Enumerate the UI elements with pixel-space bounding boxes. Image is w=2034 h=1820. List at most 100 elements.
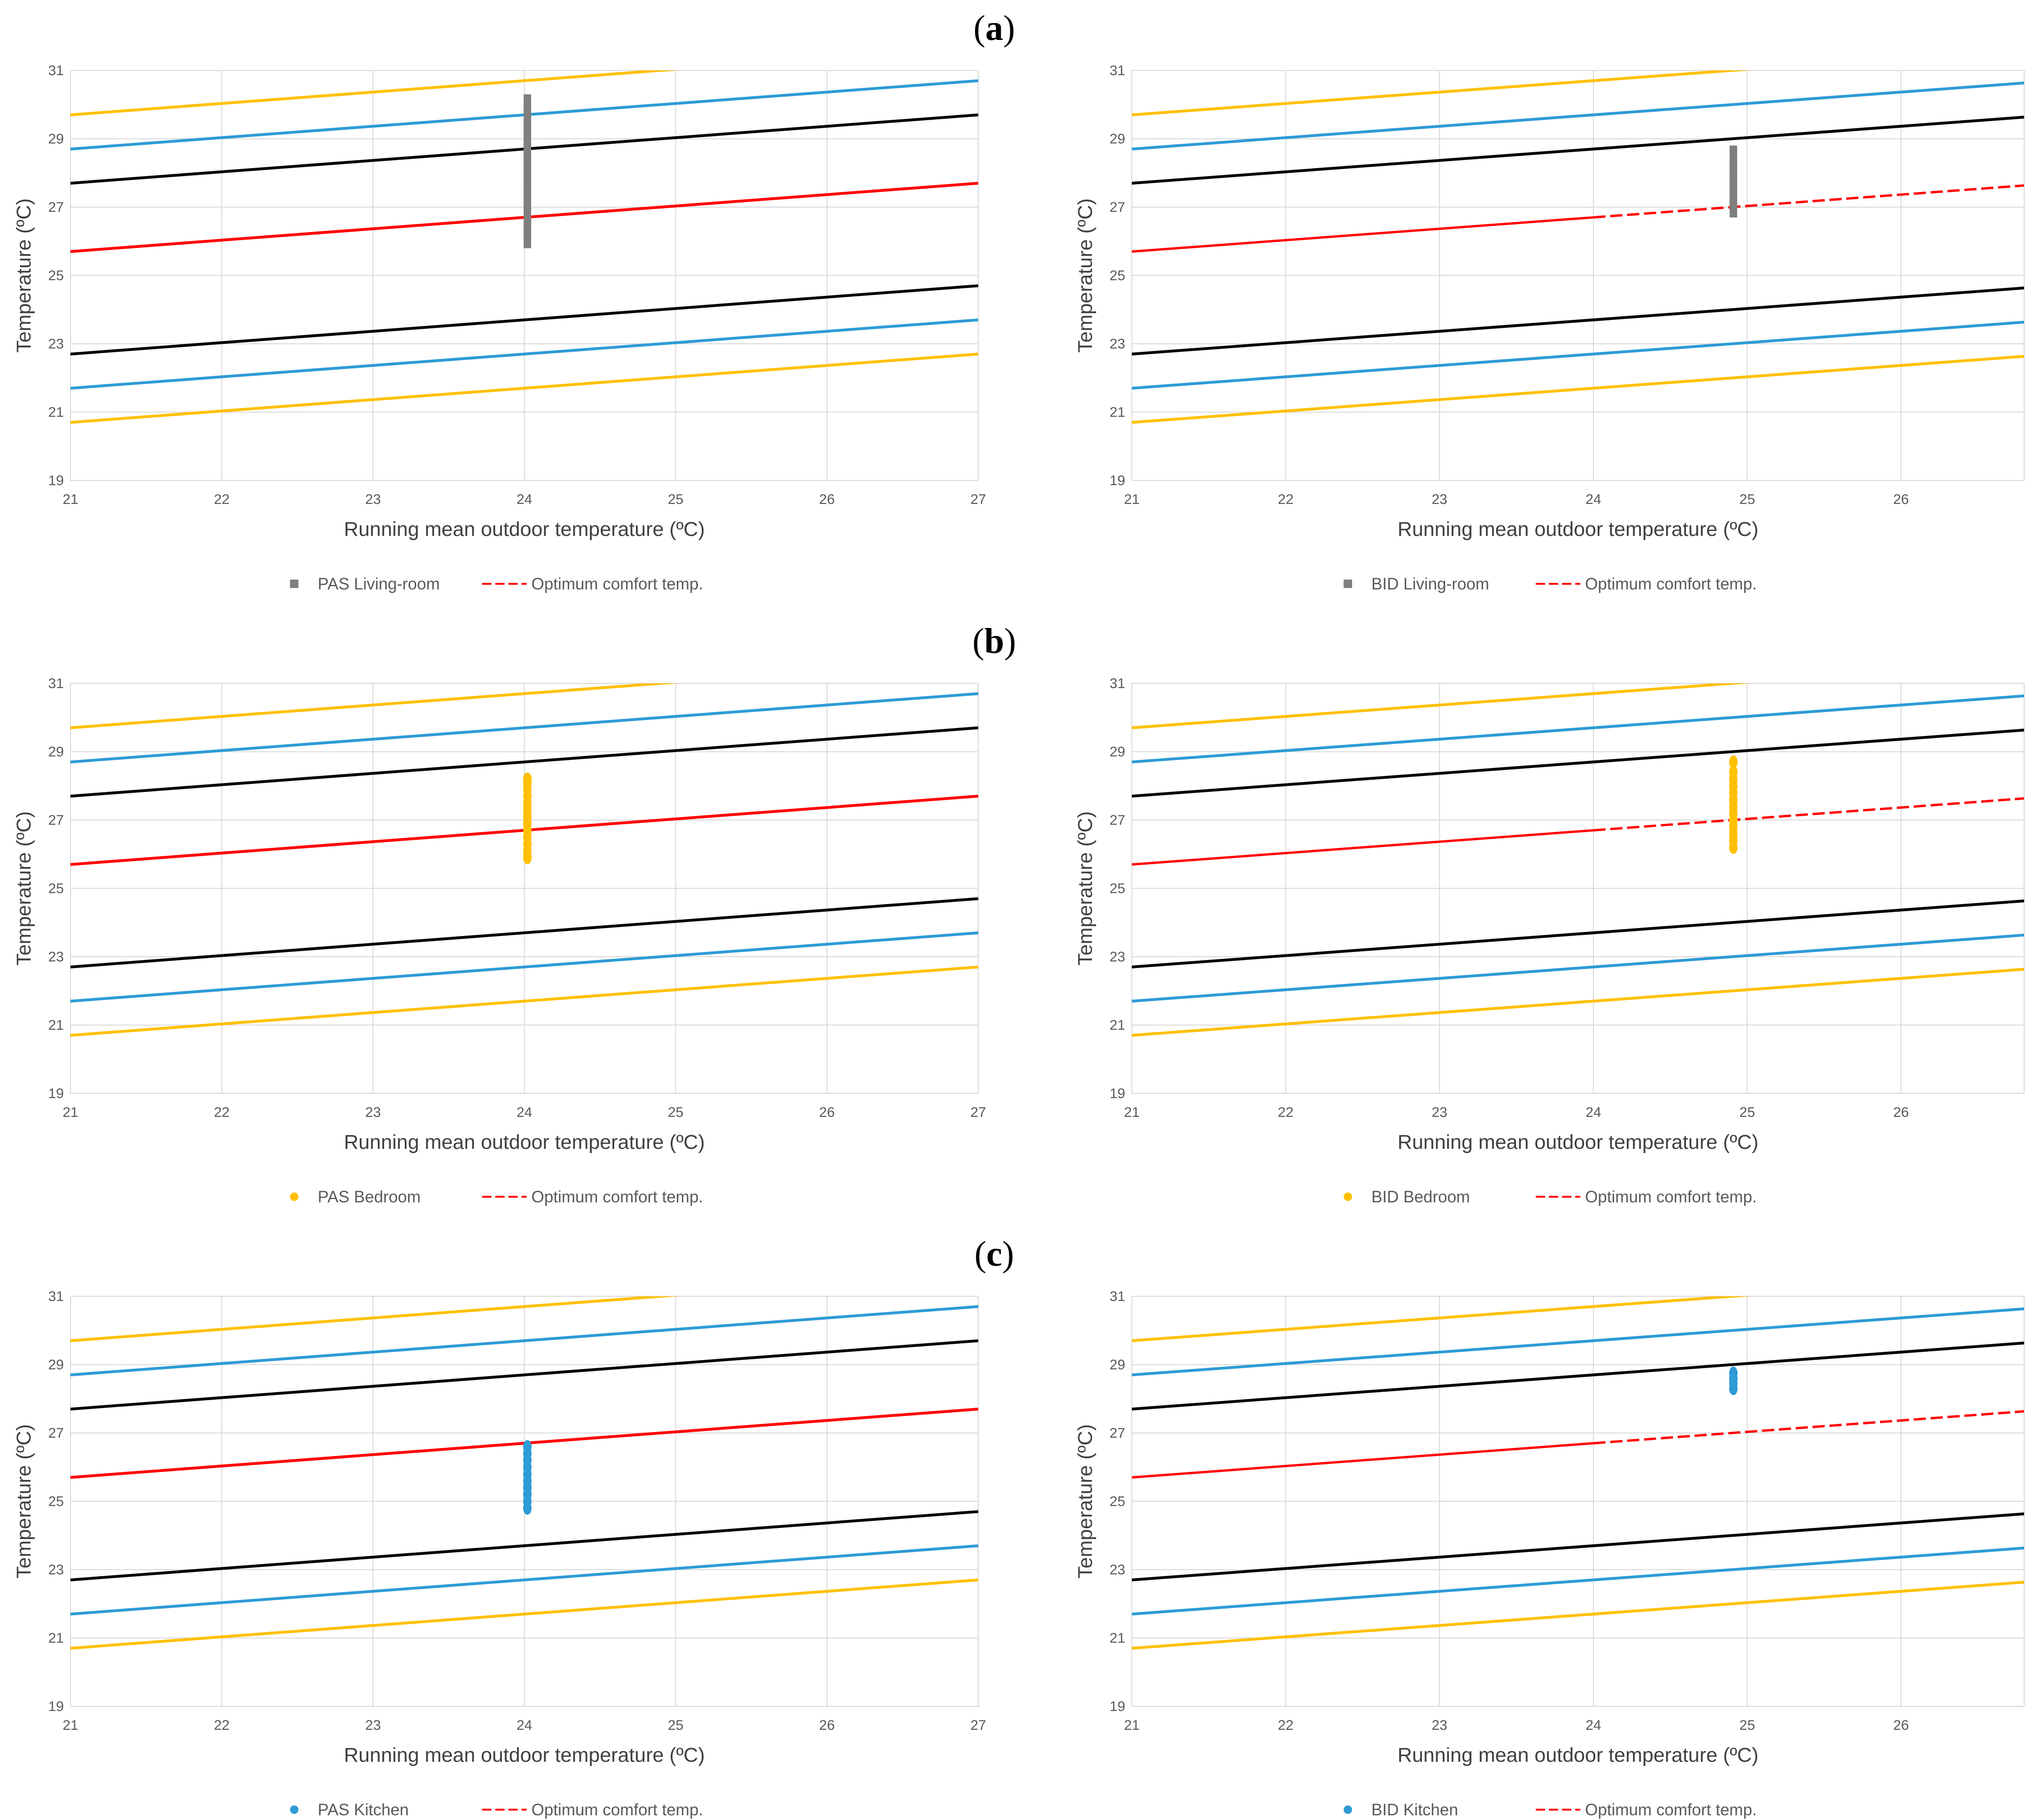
y-tick-label: 27 xyxy=(1110,813,1125,828)
legend-optimum-label: Optimum comfort temp. xyxy=(1585,1188,1757,1206)
y-tick-label: 25 xyxy=(1110,1494,1125,1510)
y-tick-label: 19 xyxy=(1110,1086,1125,1101)
comfort-line-category-iii-upper xyxy=(70,1296,680,1342)
comfort-line-optimum-comfort-temp xyxy=(1132,1442,1593,1479)
y-axis-title: Temperature (ºC) xyxy=(1074,198,1097,353)
comfort-line-category-i-upper xyxy=(70,726,978,798)
comfort-line-category-ii-lower xyxy=(1132,933,2024,1003)
comfort-line-category-i-upper xyxy=(70,1339,978,1411)
legend: BID Kitchen Optimum comfort temp. xyxy=(1344,1801,1757,1819)
comfort-line-category-ii-lower xyxy=(1132,1546,2024,1616)
x-tick-label: 24 xyxy=(1585,492,1601,507)
y-tick-label: 19 xyxy=(48,1086,64,1101)
y-tick-label: 19 xyxy=(1110,1699,1125,1714)
legend-optimum-label: Optimum comfort temp. xyxy=(1585,575,1757,593)
panel-label-letter: c xyxy=(986,1234,1002,1274)
x-axis-title: Running mean outdoor temperature (ºC) xyxy=(344,518,705,541)
x-tick-label: 26 xyxy=(1893,492,1909,507)
x-tick-label: 26 xyxy=(819,1105,835,1120)
comfort-line-optimum-comfort-temp-dashed xyxy=(1593,797,2024,832)
legend-series-label: PAS Bedroom xyxy=(318,1188,421,1206)
y-tick-label: 21 xyxy=(48,405,64,420)
scatter-series xyxy=(523,772,532,865)
comfort-line-category-iii-lower xyxy=(70,1578,978,1650)
panel-label-paren: ( xyxy=(974,1234,986,1274)
comfort-line-category-iii-lower xyxy=(1132,968,2024,1037)
y-axis-title: Temperature (ºC) xyxy=(1074,811,1097,966)
comfort-line-category-iii-upper xyxy=(1132,683,1751,729)
x-tick-label: 24 xyxy=(517,1105,532,1120)
panel-label-paren: ( xyxy=(974,8,985,48)
comfort-line-optimum-comfort-temp xyxy=(1132,829,1593,866)
y-tick-label: 31 xyxy=(1110,676,1125,691)
x-tick-label: 25 xyxy=(668,1105,683,1120)
panel-label-c: (c) xyxy=(974,1234,1014,1274)
legend-series-label: BID Kitchen xyxy=(1371,1801,1458,1819)
legend: PAS Bedroom Optimum comfort temp. xyxy=(290,1188,704,1206)
x-tick-label: 23 xyxy=(365,1105,381,1120)
chart-b-right: 19 21 23 25 27 29 31 21 22 23 24 25 26 Running mean o… xyxy=(1074,676,2025,1206)
y-tick-label: 25 xyxy=(48,881,64,897)
legend-optimum-label: Optimum comfort temp. xyxy=(532,1188,704,1206)
legend-series-label: BID Bedroom xyxy=(1371,1188,1470,1206)
comfort-line-optimum-comfort-temp xyxy=(1132,216,1593,253)
x-tick-label: 26 xyxy=(1893,1105,1909,1120)
y-tick-label: 31 xyxy=(48,676,64,691)
data-point xyxy=(1729,1366,1738,1380)
y-tick-label: 31 xyxy=(1110,1289,1125,1304)
comfort-line-category-i-upper xyxy=(1132,1341,2024,1411)
x-tick-label: 23 xyxy=(1431,1718,1447,1733)
x-tick-label: 25 xyxy=(668,1718,683,1733)
y-tick-label: 27 xyxy=(48,200,64,215)
comfort-line-category-i-lower xyxy=(70,1510,978,1581)
comfort-line-category-ii-upper xyxy=(1132,81,2024,151)
scatter-series xyxy=(523,94,531,248)
comfort-line-category-ii-upper xyxy=(1132,1307,2024,1377)
y-tick-label: 29 xyxy=(1110,1357,1125,1373)
legend-marker xyxy=(290,580,299,588)
chart-a-left: 19 21 23 25 27 29 31 21 22 23 24 25 26 27 Running mean… xyxy=(13,63,986,593)
y-tick-label: 25 xyxy=(48,1494,64,1510)
chart-c-right: 19 21 23 25 27 29 31 21 22 23 24 25 26 Running mean o… xyxy=(1074,1289,2025,1819)
y-tick-label: 27 xyxy=(1110,200,1125,215)
x-tick-label: 26 xyxy=(819,1718,835,1733)
x-tick-label: 21 xyxy=(1124,1105,1139,1120)
y-tick-label: 27 xyxy=(48,1425,64,1441)
comfort-line-category-iii-lower xyxy=(70,965,978,1037)
x-tick-label: 25 xyxy=(1740,1718,1755,1733)
y-tick-label: 19 xyxy=(48,473,64,488)
y-tick-label: 29 xyxy=(48,132,64,147)
comfort-line-category-ii-lower xyxy=(70,1544,978,1616)
x-tick-label: 22 xyxy=(1278,492,1293,507)
y-tick-label: 25 xyxy=(1110,268,1125,284)
x-axis-title: Running mean outdoor temperature (ºC) xyxy=(1398,1744,1759,1766)
x-tick-label: 22 xyxy=(214,1105,229,1120)
y-tick-label: 23 xyxy=(1110,336,1125,352)
legend-series-label: PAS Living-room xyxy=(318,575,440,593)
comfort-lines xyxy=(1132,683,2024,1037)
y-axis-title: Temperature (ºC) xyxy=(13,198,35,353)
comfort-line-category-iii-lower xyxy=(1132,1580,2024,1650)
comfort-line-category-i-lower xyxy=(1132,1512,2024,1581)
comfort-line-category-ii-upper xyxy=(1132,694,2024,764)
data-point xyxy=(1729,145,1737,166)
x-tick-label: 24 xyxy=(1585,1718,1601,1733)
legend-series-label: PAS Kitchen xyxy=(318,1801,409,1819)
y-tick-label: 19 xyxy=(48,1699,64,1714)
comfort-line-category-iii-upper xyxy=(1132,1296,1751,1342)
x-tick-label: 23 xyxy=(1431,492,1447,507)
y-tick-label: 21 xyxy=(1110,405,1125,420)
chart-b-left: 19 21 23 25 27 29 31 21 22 23 24 25 26 27 Running mean… xyxy=(13,676,986,1206)
x-tick-label: 27 xyxy=(970,1105,986,1120)
comfort-line-category-i-lower xyxy=(70,284,978,356)
y-tick-label: 29 xyxy=(48,1357,64,1373)
comfort-line-category-iii-lower xyxy=(70,352,978,424)
chart-a-right: 19 21 23 25 27 29 31 21 22 23 24 25 26 Running mean o… xyxy=(1074,63,2025,593)
panel-label-a: (a) xyxy=(974,8,1015,48)
x-axis-title: Running mean outdoor temperature (ºC) xyxy=(1398,518,1759,541)
x-tick-label: 24 xyxy=(517,492,532,507)
y-axis-title: Temperature (ºC) xyxy=(13,1424,35,1579)
panel-label-paren: ) xyxy=(1002,1234,1014,1274)
x-tick-label: 26 xyxy=(1893,1718,1909,1733)
comfort-line-category-i-lower xyxy=(1132,899,2024,968)
